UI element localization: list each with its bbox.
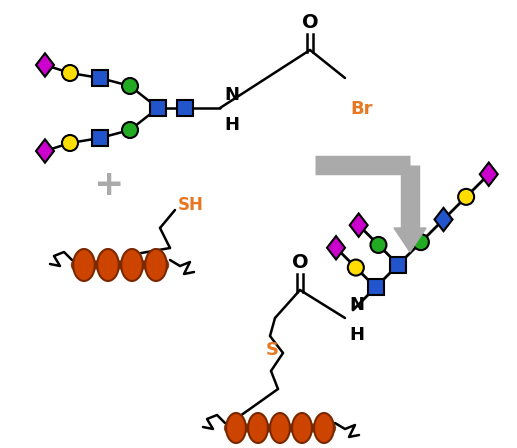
Ellipse shape: [121, 249, 143, 281]
Ellipse shape: [95, 255, 121, 275]
Text: H: H: [349, 326, 364, 344]
Ellipse shape: [226, 413, 246, 443]
Text: S: S: [266, 341, 279, 359]
Circle shape: [348, 259, 364, 276]
Bar: [92, 130, 108, 146]
Polygon shape: [480, 163, 498, 186]
Text: O: O: [292, 253, 308, 272]
Text: Br: Br: [350, 100, 373, 118]
Text: H: H: [224, 116, 239, 134]
Ellipse shape: [248, 413, 268, 443]
Circle shape: [122, 78, 138, 94]
Text: +: +: [93, 168, 123, 202]
Ellipse shape: [71, 255, 97, 275]
Circle shape: [62, 65, 78, 81]
Circle shape: [62, 135, 78, 151]
Circle shape: [371, 237, 386, 253]
Ellipse shape: [290, 419, 314, 437]
Circle shape: [458, 189, 474, 205]
Text: N: N: [224, 86, 239, 104]
Ellipse shape: [143, 255, 169, 275]
Ellipse shape: [119, 255, 145, 275]
Polygon shape: [434, 208, 452, 231]
Ellipse shape: [292, 413, 312, 443]
Ellipse shape: [312, 419, 336, 437]
Ellipse shape: [97, 249, 119, 281]
Circle shape: [122, 122, 138, 138]
Polygon shape: [394, 228, 426, 252]
Circle shape: [413, 234, 429, 250]
Bar: [390, 257, 406, 273]
Polygon shape: [36, 53, 54, 77]
Ellipse shape: [314, 413, 334, 443]
Bar: [150, 100, 166, 116]
Bar: [92, 70, 108, 86]
Bar: [368, 280, 384, 295]
Polygon shape: [349, 213, 368, 237]
Ellipse shape: [224, 419, 248, 437]
Ellipse shape: [270, 413, 290, 443]
Bar: [177, 100, 193, 116]
Ellipse shape: [145, 249, 167, 281]
Ellipse shape: [73, 249, 95, 281]
Polygon shape: [36, 139, 54, 163]
Text: O: O: [302, 13, 318, 32]
Text: SH: SH: [178, 196, 204, 214]
Text: N: N: [349, 296, 364, 314]
Ellipse shape: [268, 419, 292, 437]
Ellipse shape: [246, 419, 270, 437]
Polygon shape: [327, 236, 345, 259]
